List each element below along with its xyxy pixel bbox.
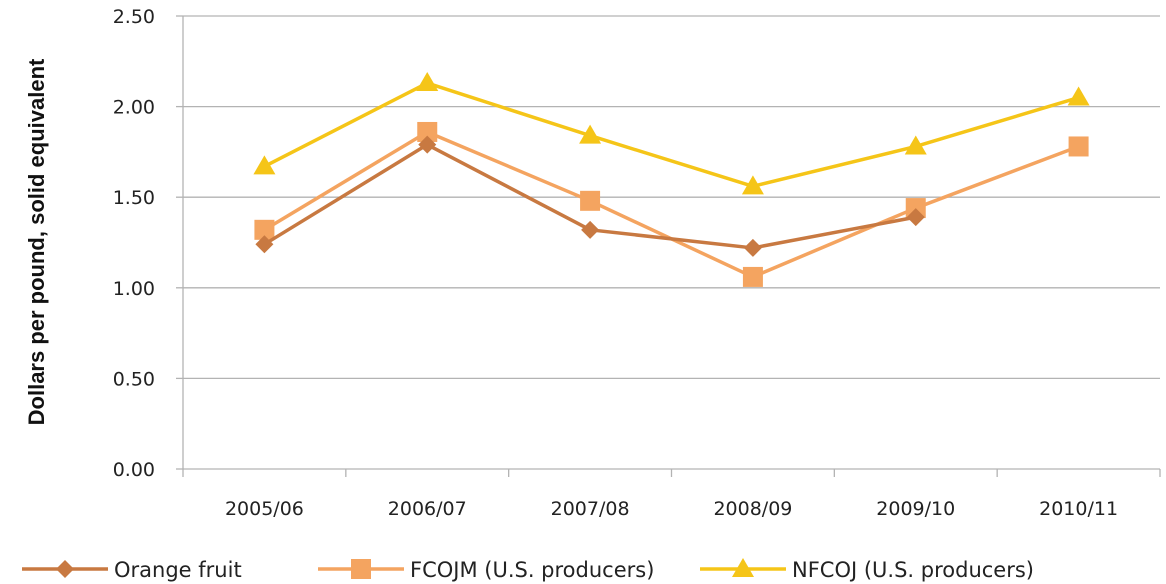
legend-item: NFCOJ (U.S. producers) xyxy=(700,558,1034,582)
data-point xyxy=(579,124,602,144)
y-tick-label: 2.00 xyxy=(113,97,155,119)
y-tick-label: 1.00 xyxy=(113,278,155,300)
legend-label: Orange fruit xyxy=(114,558,242,582)
data-point xyxy=(741,175,764,195)
data-point xyxy=(1068,136,1089,157)
legend-label: NFCOJ (U.S. producers) xyxy=(792,558,1034,582)
data-point xyxy=(581,220,600,239)
x-tick-labels: 2005/06 2006/07 2007/08 2008/09 2009/10 2010/… xyxy=(225,498,1118,520)
x-tick-label: 2006/07 xyxy=(388,498,467,520)
data-point xyxy=(905,198,926,219)
y-tick-label: 1.50 xyxy=(113,187,155,209)
x-tick-label: 2009/10 xyxy=(876,498,955,520)
y-tick-labels: 0.00 0.50 1.00 1.50 2.00 2.50 xyxy=(113,6,155,481)
data-point xyxy=(417,121,438,142)
series-line xyxy=(263,130,1080,279)
series-0 xyxy=(255,135,925,257)
y-tick-label: 2.50 xyxy=(113,6,155,28)
data-point xyxy=(418,135,437,154)
y-axis-label: Dollars per pound, solid equivalent xyxy=(24,58,49,425)
legend-label: FCOJM (U.S. producers) xyxy=(410,558,654,582)
series-2 xyxy=(253,72,1090,195)
data-point xyxy=(253,155,276,175)
x-tick-label: 2005/06 xyxy=(225,498,304,520)
x-tick-label: 2008/09 xyxy=(713,498,792,520)
y-tick-label: 0.00 xyxy=(113,459,155,481)
x-tick-label: 2007/08 xyxy=(551,498,630,520)
data-point xyxy=(255,235,274,254)
legend: Orange fruit FCOJM (U.S. producers) NFCOJ … xyxy=(22,558,1034,582)
legend-marker xyxy=(56,560,74,578)
series-group xyxy=(253,72,1090,287)
series-line xyxy=(263,81,1080,189)
legend-item: Orange fruit xyxy=(22,558,242,582)
data-point xyxy=(580,190,601,211)
legend-item: FCOJM (U.S. producers) xyxy=(318,558,654,582)
y-tick-label: 0.50 xyxy=(113,368,155,390)
gridlines xyxy=(176,15,1161,477)
data-point xyxy=(254,219,275,240)
data-point xyxy=(904,135,927,155)
data-point xyxy=(1067,86,1090,106)
x-tick-label: 2010/11 xyxy=(1039,498,1118,520)
data-point xyxy=(743,238,762,257)
data-point xyxy=(416,72,439,92)
data-point xyxy=(742,266,763,287)
legend-marker xyxy=(732,558,754,577)
series-1 xyxy=(254,121,1089,287)
legend-marker xyxy=(351,559,371,579)
data-point xyxy=(906,208,925,227)
